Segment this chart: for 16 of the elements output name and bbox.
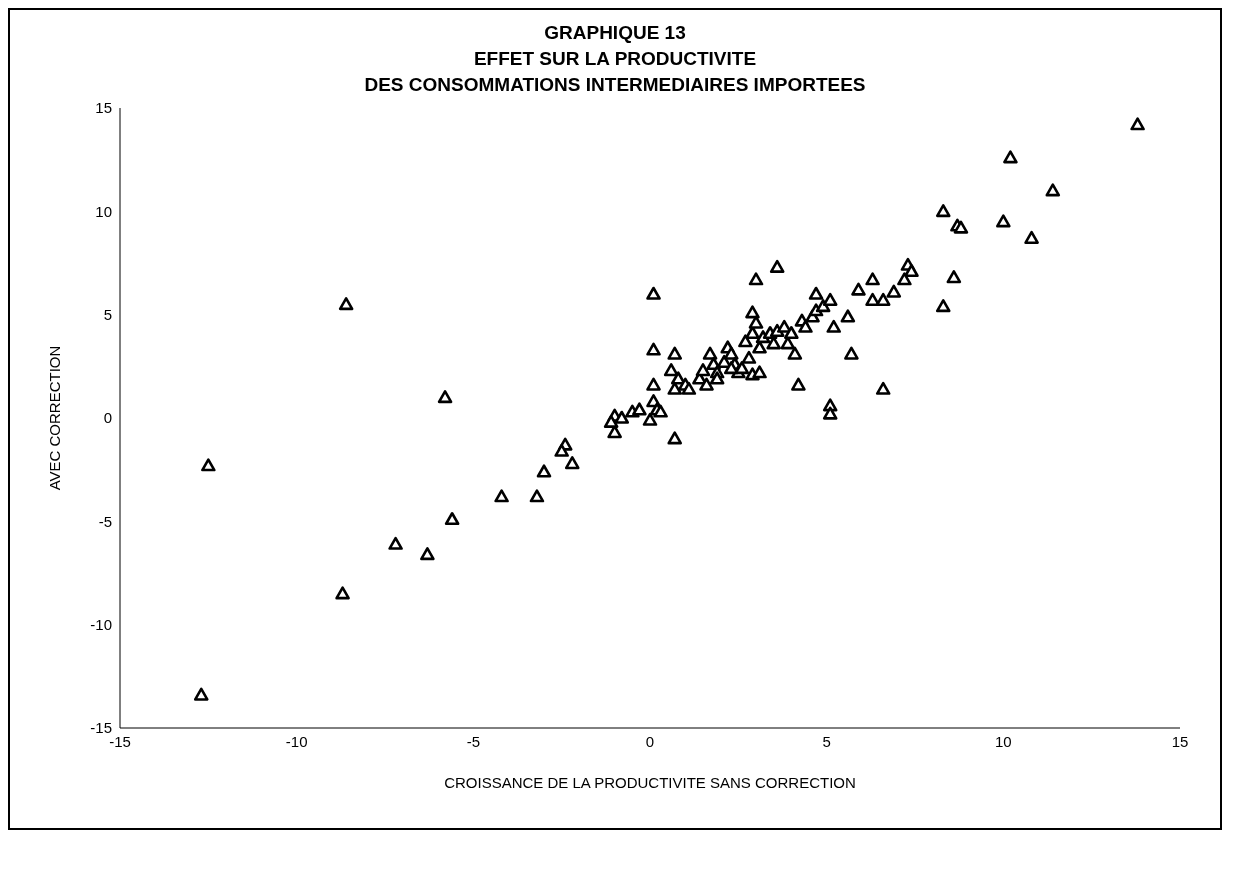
x-tick-label: 0 xyxy=(645,732,655,750)
y-tick-label: -5 xyxy=(98,512,112,530)
y-tick-label: -10 xyxy=(90,615,112,633)
x-tick-label: -5 xyxy=(466,732,481,750)
y-tick-label: 5 xyxy=(103,305,112,323)
x-tick-label: 15 xyxy=(1171,732,1189,750)
x-axis-title: CROISSANCE DE LA PRODUCTIVITE SANS CORRECTION xyxy=(444,774,856,791)
y-tick-label: 10 xyxy=(95,202,112,220)
x-tick-label: 5 xyxy=(822,732,831,750)
x-tick-label: -10 xyxy=(285,732,308,750)
y-tick-label: -15 xyxy=(90,719,112,737)
y-axis-title: AVEC CORRECTION xyxy=(46,345,64,491)
y-tick-label: 0 xyxy=(103,409,112,427)
x-tick-label: 10 xyxy=(994,732,1012,750)
y-tick-label: 15 xyxy=(95,99,112,117)
chart-title: GRAPHIQUE 13 EFFET SUR LA PRODUCTIVITE DES CONSOMMATIONS INTERMEDIAIRES IMPORTEES xyxy=(363,21,867,97)
